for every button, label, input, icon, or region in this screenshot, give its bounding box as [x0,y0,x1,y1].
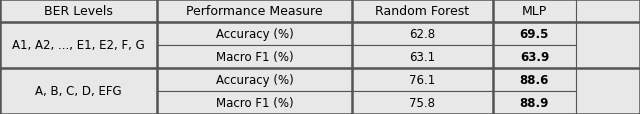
Text: Performance Measure: Performance Measure [186,5,323,18]
Bar [157,46,352,68]
Text: A1, A2, ..., E1, E2, F, G: A1, A2, ..., E1, E2, F, G [12,39,145,52]
Bar [0,23,157,68]
Text: Macro F1 (%): Macro F1 (%) [216,51,293,63]
Bar [0,0,157,23]
Bar [157,23,352,46]
Text: Macro F1 (%): Macro F1 (%) [216,96,293,109]
Text: 88.6: 88.6 [520,73,549,86]
Text: A, B, C, D, EFG: A, B, C, D, EFG [35,85,122,98]
Text: BER Levels: BER Levels [44,5,113,18]
Text: 63.9: 63.9 [520,51,549,63]
Bar [157,68,352,91]
Bar [352,91,493,114]
Bar [352,0,493,23]
Text: MLP: MLP [522,5,547,18]
Text: 76.1: 76.1 [409,73,436,86]
Text: 88.9: 88.9 [520,96,549,109]
Bar [352,23,493,46]
Text: Accuracy (%): Accuracy (%) [216,73,293,86]
Bar [352,46,493,68]
Bar [157,91,352,114]
Text: 62.8: 62.8 [410,28,435,41]
Text: Accuracy (%): Accuracy (%) [216,28,293,41]
Bar [352,68,493,91]
Bar [493,91,576,114]
Bar [493,0,576,23]
Text: 75.8: 75.8 [410,96,435,109]
Bar [0,68,157,114]
Text: Random Forest: Random Forest [375,5,470,18]
Bar [157,0,352,23]
Text: 63.1: 63.1 [410,51,435,63]
Bar [493,46,576,68]
Bar [493,23,576,46]
Bar [493,68,576,91]
Text: 69.5: 69.5 [520,28,549,41]
